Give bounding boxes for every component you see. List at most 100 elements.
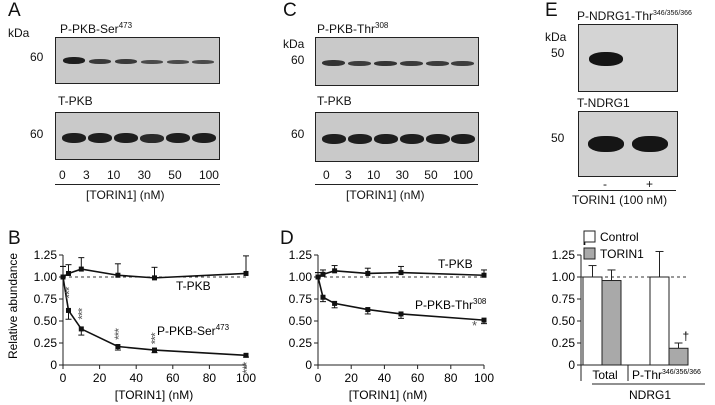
blot-xlabel-a: [TORIN1] (nM) — [86, 188, 165, 202]
chart-f: 0 0.25 0.50 0.75 1.00 1.25 † Total P-Thr346/356/… — [552, 230, 705, 402]
lane-label: 3 — [82, 168, 90, 182]
marker-e-bottom: 50 — [551, 131, 565, 145]
y-tick-label: 0.75 — [289, 292, 313, 306]
panel-letter-d: D — [280, 228, 294, 249]
data-point — [315, 274, 321, 280]
data-point — [481, 272, 487, 278]
series-line — [317, 276, 485, 321]
data-point — [320, 294, 326, 300]
y-tick-label: 0 — [50, 358, 57, 372]
panel-letter-a: A — [8, 0, 21, 21]
data-point — [398, 311, 404, 317]
data-point — [332, 300, 338, 306]
series-label: P-PKB-Thr308 — [415, 297, 487, 312]
blot-title-c-bottom: T-PKB — [317, 94, 352, 108]
lane-labels-a: 0 3 10 30 50 100 — [59, 168, 219, 182]
y-tick-label: 1.25 — [552, 248, 576, 262]
category-label: Total — [592, 368, 617, 382]
lane-label: 100 — [198, 168, 219, 182]
marker-c-bottom: 60 — [291, 127, 305, 141]
lane-bar-c — [315, 184, 478, 185]
series-label-sup: 308 — [473, 297, 487, 306]
lane-label: 3 — [344, 168, 352, 182]
blot-title-e-bottom: T-NDRG1 — [577, 96, 630, 110]
y-tick-label: 1.00 — [34, 270, 58, 284]
lane-labels-c: 0 3 10 30 50 100 — [323, 168, 473, 182]
series-label: P-PKB-Ser473 — [157, 323, 230, 338]
category-label: P-Thr346/356/366 — [632, 368, 701, 382]
lane-bar-a — [55, 184, 220, 185]
blot-a-bottom — [55, 112, 220, 160]
lane-label: + — [646, 177, 654, 191]
lane-bar-e — [578, 190, 676, 191]
blot-c-bottom — [315, 112, 479, 162]
marker-a-top: 60 — [30, 50, 44, 64]
significance-marker: *** — [112, 328, 126, 340]
bar — [668, 347, 689, 366]
lane-label: 10 — [366, 168, 381, 182]
series-line — [62, 276, 247, 357]
blot-e-top — [578, 24, 678, 92]
x-tick-label: 20 — [93, 371, 107, 385]
y-tick-label: 0.25 — [552, 336, 576, 350]
panel-letter-b: B — [8, 228, 21, 249]
panel-letter-e: E — [545, 0, 558, 21]
lane-label: 30 — [137, 168, 151, 182]
data-point — [78, 326, 84, 332]
significance-marker: *** — [149, 332, 163, 344]
x-tick-label: 0 — [315, 371, 322, 385]
data-point — [365, 307, 371, 313]
x-tick-label: 40 — [130, 371, 144, 385]
marker-a-bottom: 60 — [30, 127, 44, 141]
chart-b: Relative abundance 0 0.25 0.50 0.75 1.00 1.25… — [6, 248, 256, 402]
y-tick-label: 0.25 — [289, 336, 313, 350]
data-point — [398, 270, 404, 276]
lane-label: 10 — [106, 168, 121, 182]
y-tick-label: 0.75 — [34, 292, 58, 306]
x-tick-label: 40 — [378, 371, 392, 385]
data-point — [115, 272, 121, 278]
lane-label: 0 — [323, 168, 330, 182]
panel-letter-c: C — [283, 0, 297, 21]
data-point — [332, 268, 338, 274]
lane-label: 100 — [452, 168, 473, 182]
series-label: T-PKB — [438, 257, 473, 271]
legend-label: Control — [600, 230, 639, 244]
lane-label: 50 — [424, 168, 438, 182]
x-tick-label: 100 — [474, 371, 494, 385]
y-tick-label: 0.50 — [289, 314, 313, 328]
data-point — [78, 266, 84, 272]
legend-label: TORIN1 — [600, 247, 644, 261]
significance-marker: *** — [240, 361, 254, 373]
blot-title-c-top: P-PKB-Thr308 — [317, 21, 389, 36]
y-tick-label: 1.00 — [552, 270, 576, 284]
data-point — [65, 307, 71, 313]
series-label: T-PKB — [176, 279, 211, 293]
blot-xlabel-c: [TORIN1] (nM) — [346, 188, 425, 202]
data-point — [481, 317, 487, 323]
blot-title-a-bottom: T-PKB — [58, 94, 93, 108]
legend-swatch — [583, 230, 596, 243]
lane-label: - — [603, 177, 607, 191]
significance-marker: * — [472, 318, 477, 333]
bar — [601, 280, 622, 366]
data-point — [152, 275, 157, 281]
x-tick-label: 80 — [444, 371, 458, 385]
lane-label: 30 — [395, 168, 409, 182]
x-tick-label: 60 — [166, 371, 180, 385]
y-tick-label: 0.50 — [34, 314, 58, 328]
y-tick-label: 0 — [568, 358, 575, 372]
x-axis-label: [TORIN1] (nM) — [115, 388, 193, 402]
kda-label-e: kDa — [545, 30, 567, 44]
bar — [582, 276, 603, 366]
kda-label-a: kDa — [8, 26, 30, 40]
x-tick-label: 80 — [203, 371, 217, 385]
kda-label-c: kDa — [283, 37, 305, 51]
lane-label: 50 — [168, 168, 182, 182]
legend-swatch — [583, 247, 596, 260]
x-tick-label: 60 — [411, 371, 425, 385]
data-point — [365, 270, 371, 276]
series-label-sup: 473 — [216, 323, 230, 332]
y-tick-label: 0.50 — [552, 314, 576, 328]
y-tick-label: 0.25 — [34, 336, 58, 350]
